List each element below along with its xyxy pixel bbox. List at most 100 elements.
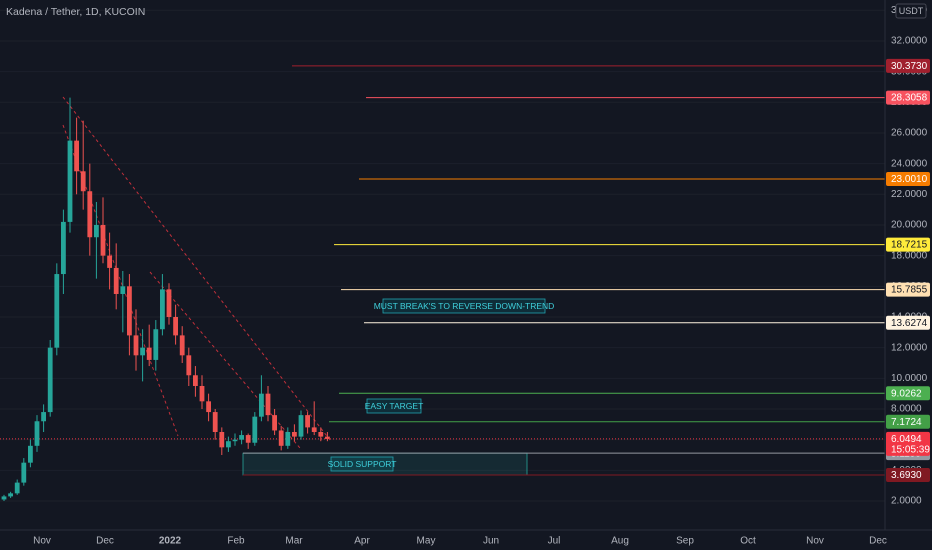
candle-body <box>232 439 238 442</box>
plot <box>0 9 885 502</box>
candle-body <box>166 289 172 317</box>
candle-body <box>311 427 317 432</box>
y-tick-label: 20.0000 <box>891 220 928 231</box>
candle-body <box>252 416 258 443</box>
candle-body <box>140 347 145 356</box>
currency-badge <box>895 3 927 19</box>
candle-body <box>265 393 271 416</box>
price-badge <box>886 315 930 330</box>
x-tick-label: Apr <box>354 536 370 547</box>
price-badge <box>886 58 930 73</box>
price-badge <box>886 237 930 252</box>
x-tick-label: Sep <box>676 536 694 547</box>
candle-body <box>28 445 33 463</box>
annotation-box <box>382 298 546 314</box>
candle-body <box>285 432 291 446</box>
y-tick-label: 8.0000 <box>891 404 922 415</box>
y-tick-label: 2.0000 <box>891 496 922 507</box>
price-badge-label: 7.1724 <box>891 417 922 428</box>
trend-line <box>62 96 331 441</box>
annotation-text: MUST BREAK'S TO REVERSE DOWN-TREND <box>374 301 555 311</box>
candle-body <box>259 393 264 417</box>
price-badge <box>886 282 930 297</box>
candle-body <box>80 171 86 192</box>
x-tick-label: Oct <box>740 536 756 547</box>
candle-body <box>54 274 60 348</box>
candle-body <box>87 191 93 238</box>
candle-body <box>47 347 53 413</box>
price-badge-label: 13.6274 <box>891 318 928 329</box>
candle-body <box>219 432 225 448</box>
candle-body <box>193 375 198 386</box>
candle-body <box>305 415 310 428</box>
candle-body <box>133 335 139 356</box>
x-tick-label: May <box>417 536 436 547</box>
x-tick-label: Feb <box>227 536 245 547</box>
price-badge <box>886 90 930 105</box>
candle-body <box>206 401 211 413</box>
currency-label: USDT <box>899 6 924 16</box>
x-tick-label: Dec <box>869 536 887 547</box>
x-tick-label: Nov <box>806 536 824 547</box>
candle-body <box>127 286 132 336</box>
x-tick-label: Mar <box>285 536 303 547</box>
price-badge <box>886 171 930 186</box>
x-tick-label: Jun <box>483 536 499 547</box>
candle-body <box>21 462 27 483</box>
annotation-box <box>366 398 422 414</box>
price-badge-label: 15.7855 <box>891 285 928 296</box>
candle-body <box>239 435 244 440</box>
candle-body <box>14 482 20 494</box>
price-badge <box>886 386 930 401</box>
price-badge-label: 23.0010 <box>891 174 928 185</box>
candle-body <box>298 415 304 437</box>
price-badge <box>886 414 930 429</box>
price-badge-label: 18.7215 <box>891 240 928 251</box>
y-tick-label: 12.0000 <box>891 342 928 353</box>
x-tick-label: 2022 <box>159 536 182 547</box>
candle-body <box>100 224 106 256</box>
current-price-badge <box>886 431 930 456</box>
y-tick-label: 24.0000 <box>891 158 928 169</box>
candle-body <box>212 412 218 432</box>
candle-body <box>173 316 178 336</box>
candle-body <box>74 140 79 172</box>
candle-body <box>34 421 40 446</box>
candle-body <box>272 415 277 431</box>
candle-body <box>226 441 231 448</box>
candle-body <box>186 355 192 376</box>
candle-body <box>245 435 251 443</box>
candle-body <box>113 267 119 294</box>
annotation-box <box>330 456 394 472</box>
countdown-label: 15:05:39 <box>891 445 930 456</box>
y-tick-label: 32.0000 <box>891 36 928 47</box>
candle-body <box>179 335 185 356</box>
candle-body <box>199 385 205 402</box>
candle-body <box>61 221 66 275</box>
price-badge-label: 28.3058 <box>891 93 928 104</box>
annotation-text: EASY TARGET <box>365 401 424 411</box>
price-badge-label: 9.0262 <box>891 388 922 399</box>
y-tick-label: 18.0000 <box>891 250 928 261</box>
candle-body <box>146 347 152 360</box>
x-tick-label: Jul <box>548 536 561 547</box>
candle-body <box>278 430 284 446</box>
candle-body <box>160 289 165 330</box>
y-tick-label: 26.0000 <box>891 128 928 139</box>
candle-body <box>325 436 330 439</box>
price-badge-label: 30.3730 <box>891 61 928 72</box>
x-tick-label: Nov <box>33 536 51 547</box>
candle-body <box>67 140 73 222</box>
price-badge <box>886 468 930 483</box>
candle-body <box>94 224 99 238</box>
candle-body <box>318 432 324 437</box>
y-tick-label: 22.0000 <box>891 189 928 200</box>
current-price-label: 6.0494 <box>891 434 922 445</box>
chart-title: Kadena / Tether, 1D, KUCOIN <box>6 6 145 18</box>
candle-body <box>292 432 297 437</box>
candle-body <box>107 255 112 268</box>
candle-body <box>120 286 126 294</box>
annotation-text: SOLID SUPPORT <box>328 459 397 469</box>
